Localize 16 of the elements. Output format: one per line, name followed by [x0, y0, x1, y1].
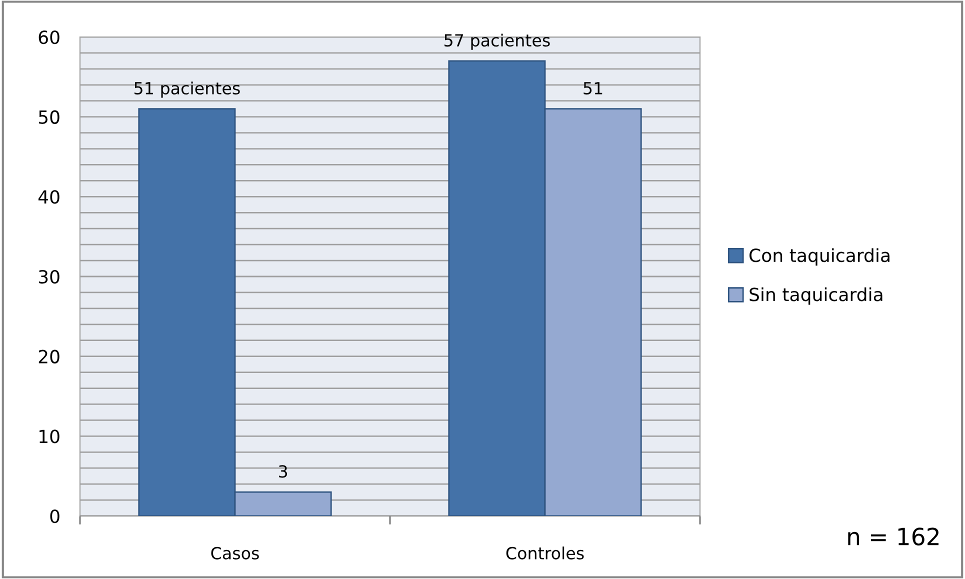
- data-label: 3: [279, 465, 288, 478]
- x-tick-label: Casos: [211, 546, 259, 560]
- y-tick-label: 50: [38, 110, 60, 124]
- data-label: 57 pacientes: [444, 34, 550, 50]
- data-label: 51 pacientes: [134, 82, 240, 98]
- data-label: 51: [584, 82, 602, 95]
- y-tick-label: 0: [50, 509, 60, 524]
- y-tick-label: 10: [40, 430, 60, 444]
- y-tick-label: 30: [38, 270, 60, 284]
- text: n = 162: [848, 528, 939, 546]
- legend-label: Sin taquicardia: [750, 287, 882, 305]
- legend-label: Con taquicardia: [750, 248, 890, 266]
- x-tick-label: Controles: [506, 546, 584, 560]
- y-tick-label: 20: [38, 350, 60, 364]
- y-tick-label: 40: [38, 190, 60, 204]
- y-tick-label: 60: [38, 30, 60, 44]
